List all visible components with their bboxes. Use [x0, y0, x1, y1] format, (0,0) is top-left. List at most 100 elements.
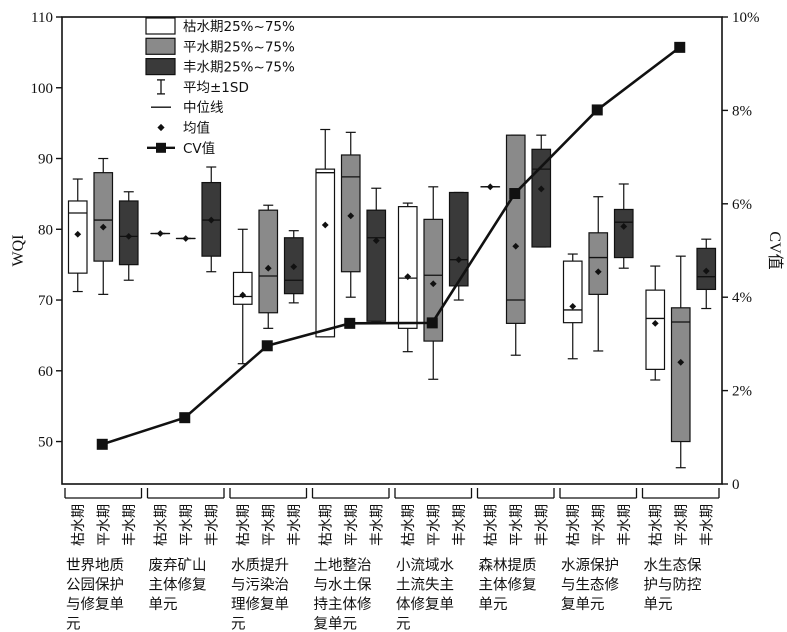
period-label: 丰水期 [369, 504, 385, 546]
y2-tick-label: 4% [732, 290, 752, 306]
unit-name-line: 废弃矿山 [149, 557, 207, 574]
y-tick-label: 100 [31, 81, 54, 97]
legend-label: 中位线 [183, 100, 224, 116]
legend-box-swatch [145, 57, 176, 76]
y-tick-label: 60 [38, 364, 53, 380]
box-iqr [118, 200, 139, 266]
period-label: 枯水期 [318, 504, 334, 546]
unit-name-line: 土地整治 [314, 557, 372, 574]
box-iqr [423, 218, 444, 342]
mean-marker [207, 216, 215, 224]
legend-label: 均值 [183, 121, 210, 137]
mean-marker [455, 256, 463, 264]
legend-mean-symbol [157, 123, 165, 132]
y2-tick-label: 6% [732, 197, 752, 213]
unit-name-line: 水生态保 [644, 557, 702, 574]
cv-point [426, 317, 438, 329]
unit-name-line: 元 [66, 617, 81, 632]
period-label: 平水期 [426, 504, 442, 546]
unit-name-line: 主体修复 [479, 576, 537, 594]
period-label: 枯水期 [236, 504, 252, 546]
legend-label: 平均±1SD [183, 80, 249, 96]
legend: 枯水期25%~75% 平水期25%~75% 丰水期25%~75% 平均±1SD 中位线均… [145, 17, 295, 157]
box-iqr [315, 168, 336, 338]
mean-marker [486, 183, 494, 191]
unit-name-line: 与生态修 [561, 577, 619, 594]
unit-name-line: 元 [396, 617, 411, 632]
box-iqr [397, 206, 418, 329]
unit-name-line: 小流域水 [396, 557, 454, 574]
mean-marker [651, 319, 659, 327]
box-iqr [505, 134, 526, 324]
period-label: 平水期 [674, 504, 690, 546]
period-label: 平水期 [509, 504, 525, 546]
plot-frame [61, 16, 723, 485]
legend-label: 枯水期25%~75% [183, 19, 295, 35]
box-iqr [531, 148, 552, 248]
mean-marker [702, 267, 710, 275]
unit-name-line: 水质提升 [231, 557, 289, 574]
box-iqr [93, 172, 114, 262]
y-tick-label: 50 [38, 435, 53, 451]
period-label: 丰水期 [452, 504, 468, 546]
unit-name-line: 理修复单 [231, 595, 289, 613]
unit-name-line: 与修复单 [66, 595, 124, 613]
period-label: 平水期 [591, 504, 607, 546]
unit-name-line: 复单元 [314, 615, 358, 632]
legend-label: 平水期25%~75% [183, 39, 295, 55]
box-iqr [258, 209, 279, 314]
mean-marker [512, 242, 520, 250]
mean-marker [74, 230, 82, 238]
period-label: 平水期 [261, 504, 277, 546]
unit-name-line: 与水土保 [314, 577, 372, 594]
period-label: 枯水期 [153, 504, 169, 546]
legend-box-swatch [145, 17, 176, 35]
unit-name-line: 主体修复 [149, 576, 207, 594]
y-tick-label: 80 [38, 222, 53, 238]
period-label: 枯水期 [648, 504, 664, 546]
cv-line [101, 46, 681, 446]
mean-marker [264, 264, 272, 272]
unit-name-line: 与污染治 [231, 577, 289, 594]
cv-point [96, 438, 108, 450]
legend-label: CV值 [183, 141, 215, 157]
unit-name-line: 单元 [149, 596, 178, 613]
period-label: 平水期 [344, 504, 360, 546]
period-label: 枯水期 [401, 504, 417, 546]
unit-name-line: 持主体修 [314, 596, 372, 613]
cv-point [261, 340, 273, 352]
unit-name-line: 护与防控 [644, 577, 702, 594]
period-label: 丰水期 [287, 504, 303, 546]
unit-name-line: 土流失主 [396, 577, 454, 594]
unit-name-line: 复单元 [561, 595, 605, 613]
y-tick-label: 110 [31, 10, 53, 26]
unit-name-line: 森林提质 [479, 557, 537, 574]
mean-marker [372, 237, 380, 244]
period-label: 平水期 [96, 504, 112, 546]
box-iqr [232, 271, 253, 305]
y2-tick-label: 8% [732, 103, 752, 119]
cv-point [674, 41, 686, 53]
period-label: 丰水期 [534, 504, 550, 546]
mean-marker [429, 280, 437, 288]
period-label: 丰水期 [617, 504, 633, 546]
mean-marker [404, 273, 412, 281]
period-label: 枯水期 [566, 504, 582, 546]
unit-name-line: 水源保护 [561, 557, 619, 574]
cv-point [344, 317, 356, 329]
y2-tick-label: 2% [732, 384, 752, 400]
box-iqr [670, 307, 691, 443]
mean-marker [239, 291, 247, 299]
mean-marker [569, 302, 577, 310]
y-tick-label: 90 [38, 152, 53, 168]
unit-name-line: 单元 [479, 596, 508, 613]
unit-name-line: 公园保护 [66, 577, 124, 594]
plot-border [61, 16, 723, 485]
period-label: 枯水期 [483, 504, 499, 546]
cv-point [179, 412, 191, 424]
mean-marker [594, 268, 602, 276]
box-iqr [448, 191, 469, 287]
mean-marker [620, 223, 628, 230]
